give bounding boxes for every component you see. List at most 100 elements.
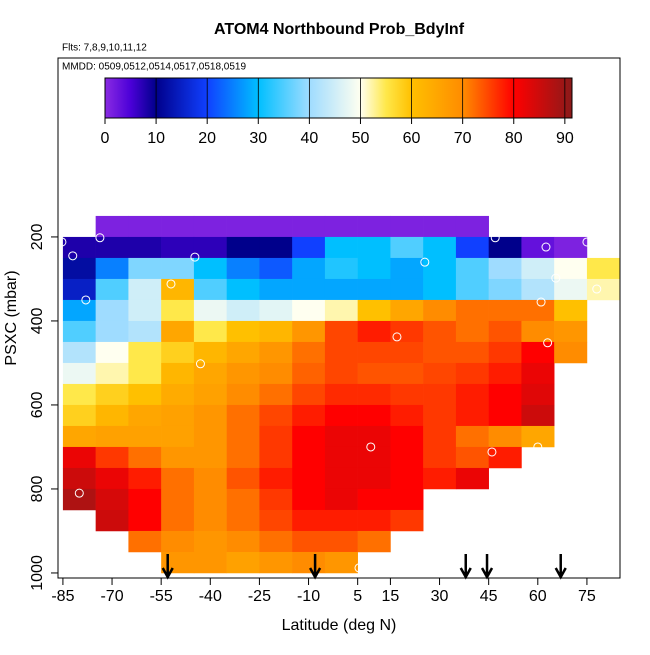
heatmap-cell [161,320,195,343]
heatmap-cell [292,425,326,448]
heatmap-cell [521,383,555,406]
heatmap-cell [390,299,424,322]
heatmap-cell [62,341,96,364]
flight-point [81,295,91,305]
heatmap-cell [226,446,260,469]
colorbar [104,77,573,119]
heatmap-cell [128,530,162,553]
heatmap-cell [292,530,326,553]
heatmap-cell [324,299,358,322]
heatmap-cell [423,320,457,343]
heatmap-cell [226,488,260,511]
heatmap-cell [423,362,457,385]
heatmap-cell [423,215,457,238]
heatmap-cell [95,278,129,301]
heatmap-cell [95,257,129,280]
heatmap-cell [390,488,424,511]
heatmap-cell [292,551,326,574]
flight-point [533,442,543,452]
heatmap-cell [390,404,424,427]
heatmap-cell [423,425,457,448]
heatmap-cell [259,362,293,385]
heatmap-cell [193,278,227,301]
heatmap-cell [554,278,588,301]
heatmap-cell [455,320,489,343]
flight-point [536,297,546,307]
heatmap-cell [292,404,326,427]
heatmap-cell [292,383,326,406]
heatmap-cell [423,446,457,469]
x-tick-label: 15 [382,588,400,605]
heatmap-cell [521,299,555,322]
heatmap-cell [455,425,489,448]
heatmap-cell [226,257,260,280]
heatmap-cell [95,320,129,343]
flight-point [541,242,551,252]
colorbar-tick-label: 20 [198,130,216,147]
heatmap-cell [161,257,195,280]
heatmap-cell [390,425,424,448]
heatmap-cell [488,278,522,301]
heatmap-cell [259,257,293,280]
heatmap-cell [226,383,260,406]
flight-point [487,447,497,457]
heatmap-cell [226,404,260,427]
heatmap-cell [292,509,326,532]
heatmap-cell [128,215,162,238]
flight-point [543,338,553,348]
subtitle: Flts: 7,8,9,10,11,12 [62,43,147,54]
heatmap-cell [95,383,129,406]
x-tick-label: 75 [578,588,596,605]
chart-title: ATOM4 Northbound Prob_BdyInf [214,21,465,38]
heatmap-cell [193,467,227,490]
heatmap-cell [390,215,424,238]
heatmap-cell [226,236,260,259]
heatmap-cell [161,383,195,406]
heatmap-cell [423,278,457,301]
heatmap-cell [521,341,555,364]
heatmap-cell [128,425,162,448]
heatmap-cell [521,257,555,280]
heatmap-cell [259,404,293,427]
heatmap-cell [423,383,457,406]
heatmap-cell [357,509,391,532]
heatmap-cell [128,404,162,427]
x-tick-label: -10 [297,588,320,605]
x-axis-label: Latitude (deg N) [282,617,397,634]
x-tick-label: -55 [150,588,173,605]
flight-point [420,257,430,267]
heatmap-cell [193,236,227,259]
heatmap-cell [554,257,588,280]
heatmap-cell [128,278,162,301]
arrow [554,554,567,580]
heatmap-cell [521,236,555,259]
heatmap-cell [95,488,129,511]
colorbar-tick-label: 50 [352,130,370,147]
heatmap-cell [193,383,227,406]
flight-point [95,233,105,243]
heatmap-cell [521,362,555,385]
heatmap-cell [95,215,129,238]
heatmap-cell [357,467,391,490]
heatmap-cell [161,278,195,301]
heatmap-cell [324,320,358,343]
arrow [459,554,472,580]
heatmap-cell [193,446,227,469]
heatmap-cell [95,341,129,364]
arrow [480,554,494,580]
heatmap-cell [292,215,326,238]
heatmap-cell [324,362,358,385]
heatmap-cell [259,509,293,532]
heatmap-cell [423,404,457,427]
heatmap-cell [324,215,358,238]
heatmap-cell [423,467,457,490]
heatmap-cell [455,383,489,406]
heatmap-cell [455,257,489,280]
y-tick-label: 400 [29,307,46,334]
heatmap-cell [324,236,358,259]
heatmap-cell [226,509,260,532]
heatmap-cell [390,236,424,259]
heatmap-cell [226,299,260,322]
heatmap-cell [390,383,424,406]
